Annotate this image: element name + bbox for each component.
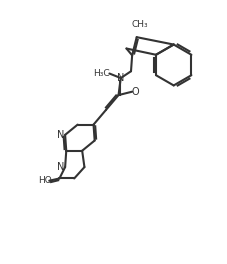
- Text: O: O: [132, 87, 139, 97]
- Text: H₃C: H₃C: [93, 69, 110, 78]
- Text: N: N: [57, 130, 65, 140]
- Text: HO: HO: [38, 176, 52, 185]
- Text: N: N: [57, 162, 65, 172]
- Text: N: N: [117, 73, 124, 83]
- Text: CH₃: CH₃: [132, 20, 148, 29]
